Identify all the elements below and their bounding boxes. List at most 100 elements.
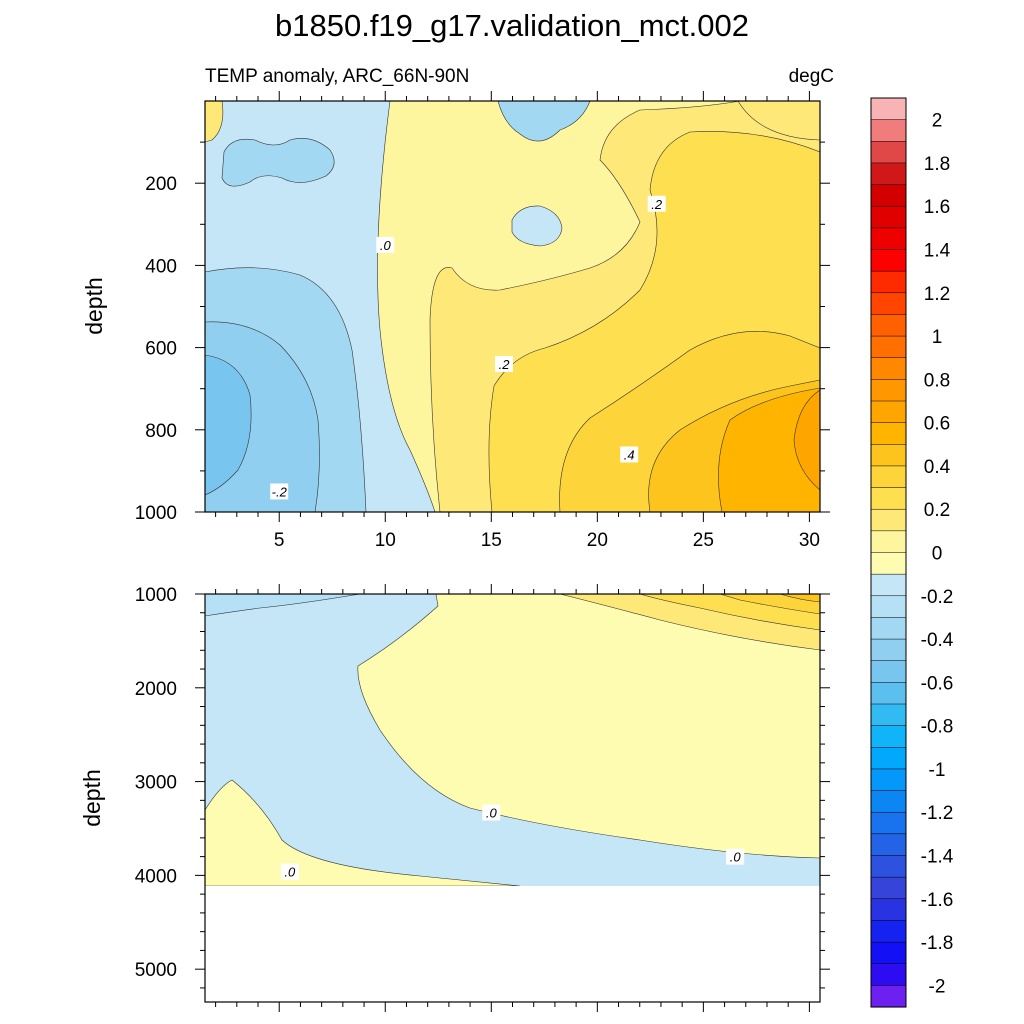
upper-contour-label: .4 [620,446,639,463]
lower-y-tick-label: 3000 [135,773,177,794]
colorbar-label: 2 [932,111,943,132]
lower-ylabel: depth [79,769,105,827]
chart-title: b1850.f19_g17.validation_mct.002 [275,8,749,43]
colorbar-segment [870,205,907,229]
contour-label-text: .4 [624,447,635,462]
colorbar-segment [870,876,907,900]
colorbar-label: 1.8 [924,154,950,175]
colorbar-label: -1 [929,760,946,781]
colorbar-label: -1.2 [921,803,954,824]
colorbar-segment [870,725,907,748]
chart-subtitle-left: TEMP anomaly, ARC_66N-90N [205,66,469,87]
upper-x-tick-label: 5 [274,530,285,551]
contour-label-text: .2 [651,197,663,212]
colorbar-label: -1.8 [921,933,954,954]
colorbar-segment [870,833,907,857]
upper-contour-labels: .0 .2 .2 .4 -.2 [270,195,666,500]
contour-label-text: .0 [486,806,498,821]
upper-y-tick-label: 400 [145,256,177,277]
colorbar-segment [870,790,907,813]
colorbar-segment [870,465,907,489]
colorbar-label: -0.8 [921,717,954,738]
contour-label-text: .0 [730,850,742,865]
colorbar-segment [870,573,907,597]
upper-contour-label: .0 [376,236,395,253]
contour-label-text: -.2 [272,484,288,499]
upper-fill-pos-4 [718,387,820,512]
contour-label-box [482,804,501,821]
colorbar-segment [870,811,907,835]
upper-fill-neg-top-blob [221,138,335,187]
colorbar-segment [870,249,907,272]
contour-label-box [647,195,666,212]
upper-x-tick-label: 10 [375,530,396,551]
upper-contour-label: -.2 [270,483,289,500]
lower-bottom-mask [205,886,820,1002]
colorbar-label: 1.2 [924,284,950,305]
lower-contour-labels: .0 .0 .0 [280,804,745,880]
colorbar-segment [870,184,907,207]
colorbar-segment [870,487,907,510]
colorbar-segment [870,508,907,532]
colorbar-segment [870,162,907,186]
colorbar-label: 0.4 [924,457,951,478]
colorbar-segment [870,141,907,164]
colorbar-segment [870,119,907,142]
colorbar-label: 0.6 [924,414,950,435]
lower-contour-label: .0 [726,848,745,865]
colorbar-segment [870,985,907,1008]
contour-label-box [495,356,514,373]
colorbar-segment [870,595,907,618]
upper-fill-neg-round-blob [511,205,563,247]
colorbar-label: 1.6 [924,197,950,218]
lower-contour-label: .0 [280,863,299,880]
upper-y-tick-label: 800 [145,421,177,442]
upper-x-tick-label: 30 [799,530,820,551]
contour-label-box [270,483,289,500]
colorbar-frame [870,97,907,1008]
contour-label-text: .2 [499,357,511,372]
upper-x-tick-label: 25 [693,530,714,551]
lower-y-tick-label: 4000 [135,866,177,887]
colorbar-label: -2 [929,976,946,997]
upper-x-tick-label: 20 [587,530,608,551]
upper-panel-axes: 5 10 15 20 25 30 200 400 600 800 1000 [135,91,830,551]
chart-units-label: degC [789,66,834,87]
contour-label-text: .0 [380,238,392,253]
contour-label-box [620,446,639,463]
colorbar-segment [870,227,907,251]
colorbar-label: -0.2 [921,587,954,608]
colorbar: 2 1.8 1.6 1.4 1.2 1 0.8 0.6 0.4 0.2 0 -0.2 -0.4 -0.6 -… [870,97,954,1008]
contour-label-text: .0 [284,865,296,880]
contour-label-box [726,848,745,865]
lower-fill-neg-edge [205,594,361,617]
upper-x-tick-label: 15 [481,530,502,551]
colorbar-segment [870,920,907,943]
upper-fill-pos-ring [737,101,820,141]
lower-panel-plot [205,594,820,886]
colorbar-segment [870,444,907,467]
colorbar-segment [870,314,907,337]
colorbar-segment [870,898,907,921]
upper-y-tick-label: 1000 [135,503,177,524]
colorbar-segment [870,660,907,683]
colorbar-segment [870,335,907,359]
colorbar-segment [870,963,907,986]
colorbar-label: -1.6 [921,890,954,911]
lower-contour-label: .0 [482,804,501,821]
upper-y-tick-label: 600 [145,339,177,360]
colorbar-segment [870,638,907,662]
lower-fill-pos-main [357,594,820,859]
upper-fill-neg-deep-0 [205,354,252,496]
colorbar-segment [870,530,907,554]
colorbar-label: 0.8 [924,370,950,391]
colorbar-segment [870,400,907,424]
colorbar-label: -1.4 [921,847,954,868]
colorbar-segment [870,747,907,770]
upper-panel-plot [205,101,820,512]
lower-fill-pos-4 [779,594,820,603]
colorbar-segment [870,941,907,965]
colorbar-segment [870,270,907,294]
colorbar-segment [870,703,907,727]
